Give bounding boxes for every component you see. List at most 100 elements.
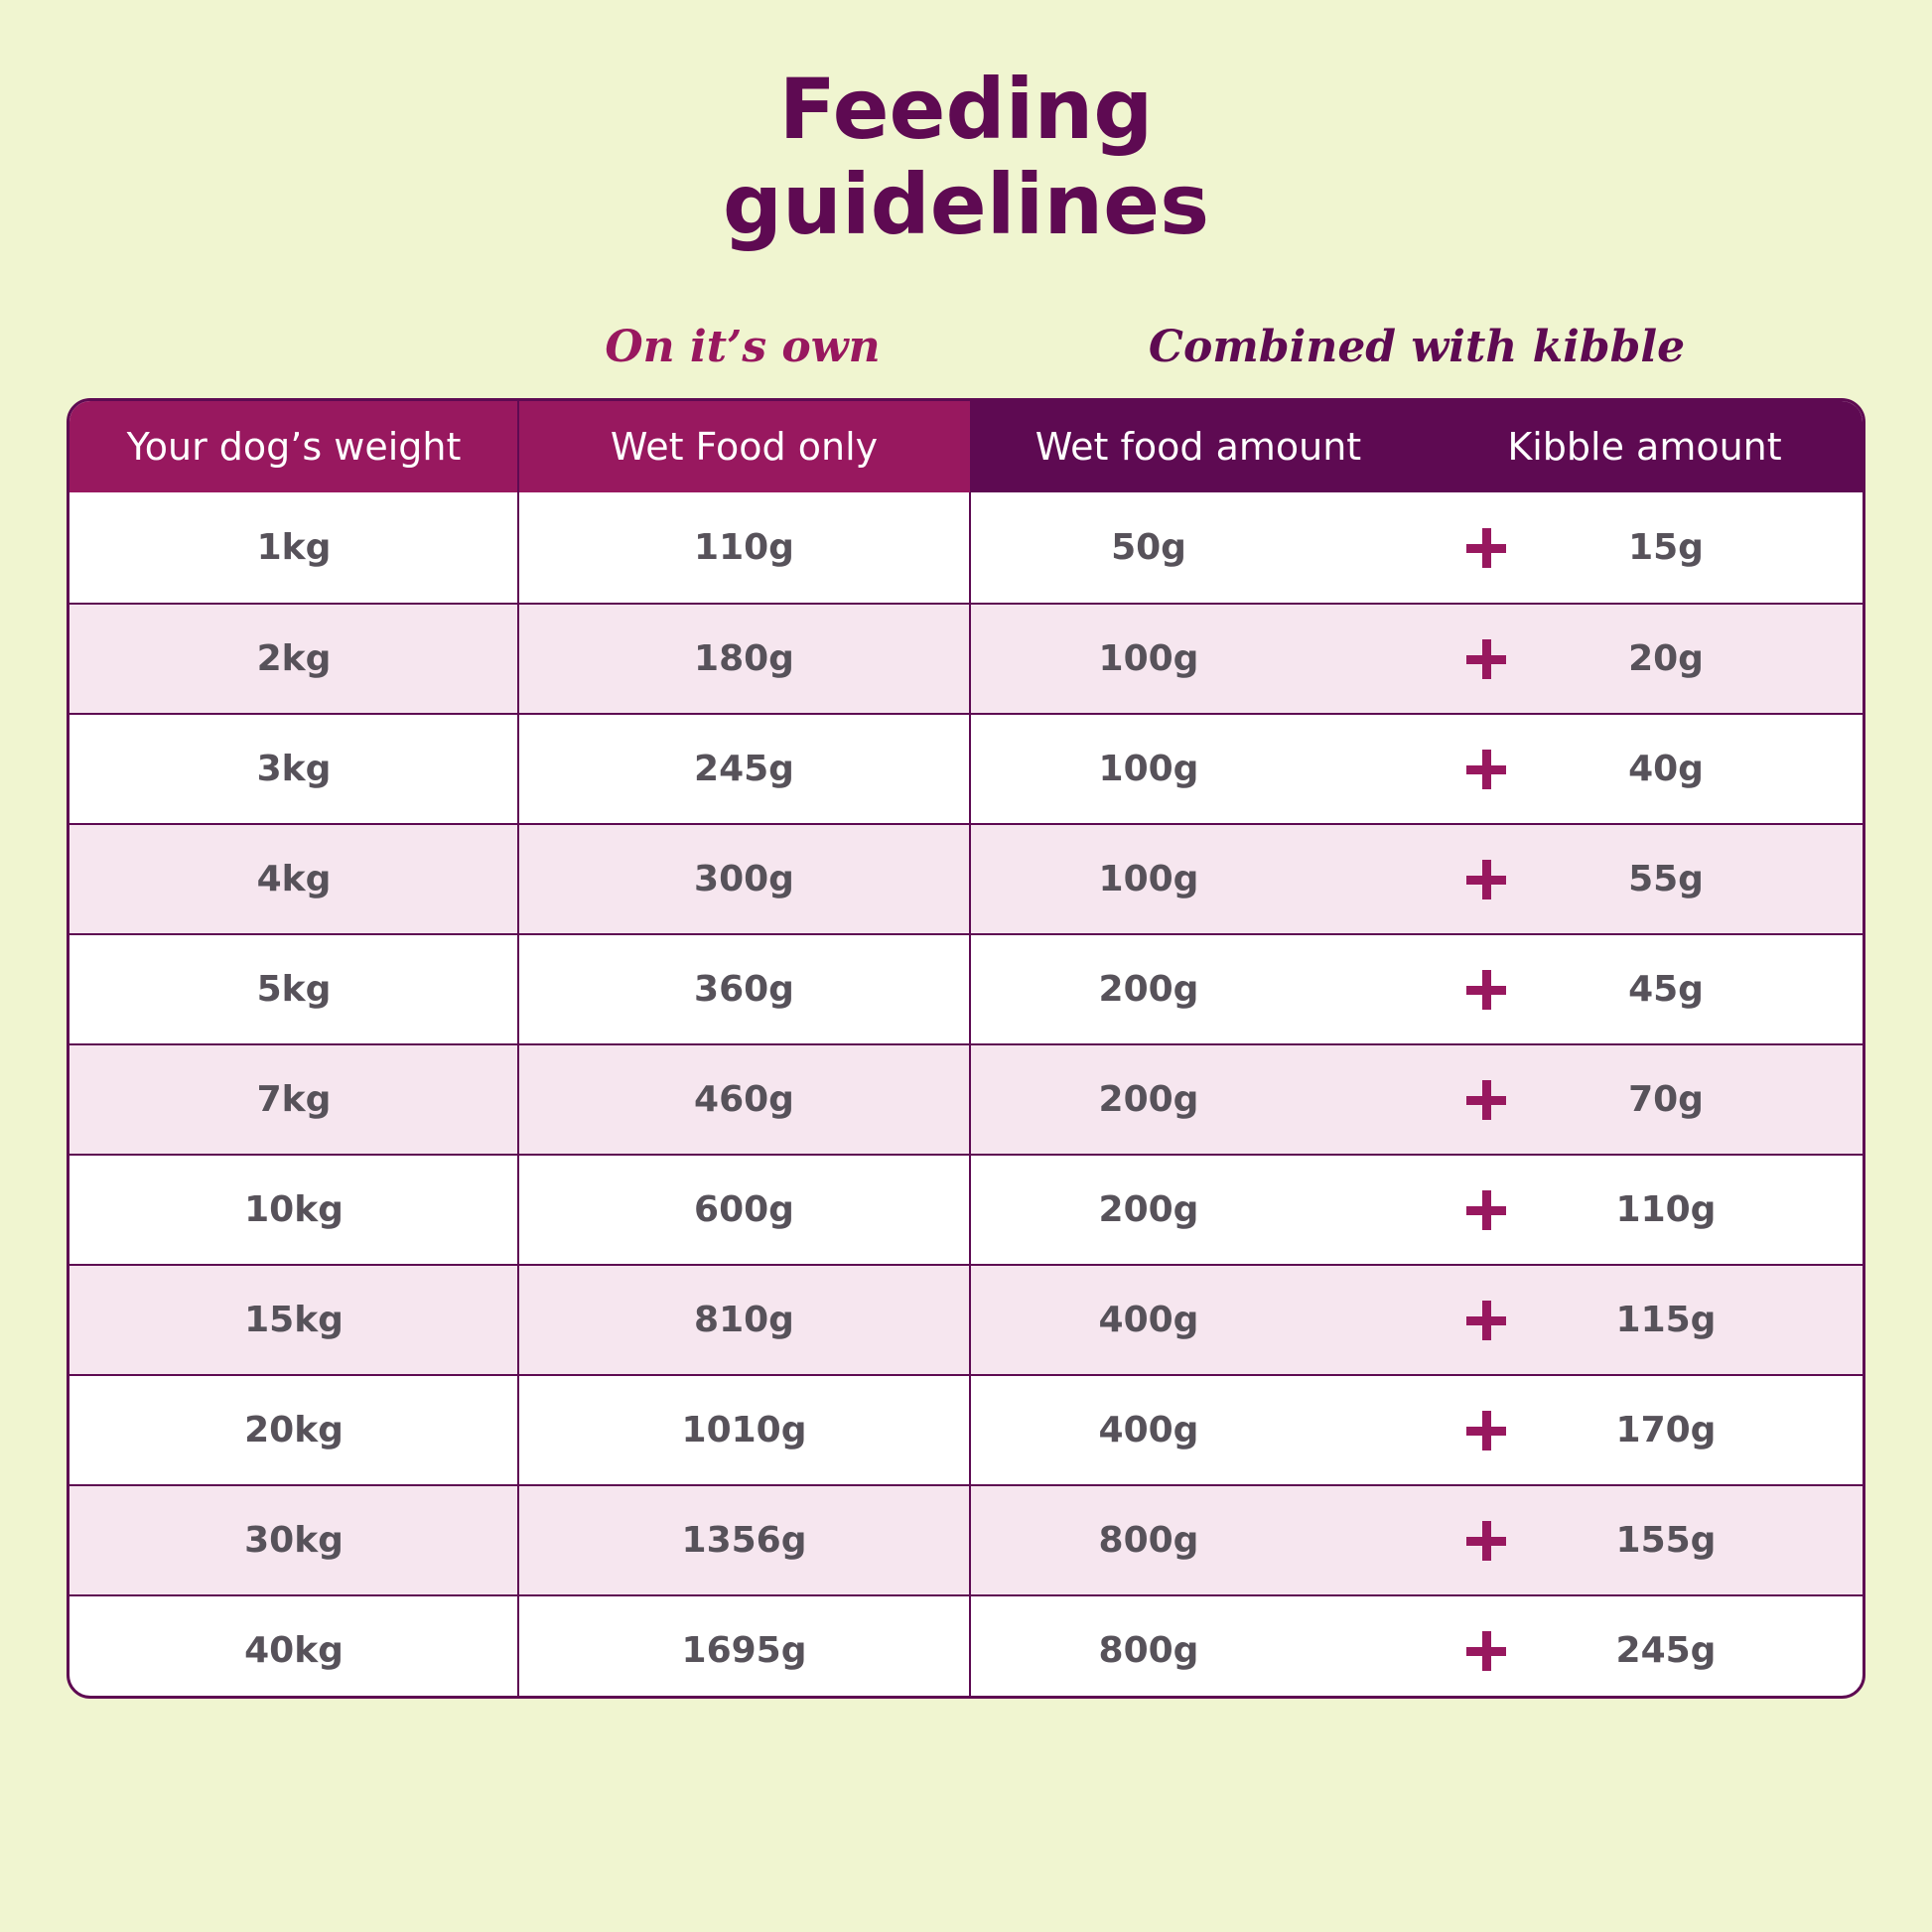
plus-icon [1466, 1300, 1506, 1340]
cell-wet-food-only: 1010g [681, 1410, 807, 1450]
table-row: 7kg 460g 200g 70g [69, 1043, 1863, 1154]
cell-wet-food-amount: 100g [1098, 859, 1199, 899]
cell-kibble-amount: 115g [1615, 1300, 1717, 1340]
plus-cell [1427, 492, 1546, 603]
plus-icon [1466, 638, 1506, 679]
header-kibble-amount: Kibble amount [1427, 401, 1863, 492]
page-title-line-1: Feeding [778, 61, 1154, 158]
column-divider [969, 492, 971, 603]
table-row: 15kg 810g 400g 115g [69, 1264, 1863, 1374]
header-wet-food-only: Wet Food only [518, 401, 970, 492]
cell-kibble-amount: 20g [1628, 638, 1704, 679]
cell-kibble-amount: 40g [1628, 749, 1704, 789]
plus-cell [1427, 715, 1546, 823]
column-divider [517, 825, 519, 933]
cell-kibble-amount: 45g [1628, 969, 1704, 1010]
column-divider [969, 1376, 971, 1484]
cell-wet-food-only: 300g [694, 859, 794, 899]
plus-icon [1466, 859, 1506, 899]
cell-kibble-amount: 15g [1628, 527, 1704, 568]
cell-wet-food-amount: 400g [1098, 1300, 1199, 1340]
header-dog-weight: Your dog’s weight [69, 401, 518, 492]
cell-wet-food-amount: 100g [1098, 638, 1199, 679]
column-divider [517, 935, 519, 1043]
table-row: 40kg 1695g 800g 245g [69, 1594, 1863, 1696]
column-divider [969, 1596, 971, 1696]
group-label-on-its-own: On it’s own [605, 322, 881, 372]
cell-wet-food-amount: 800g [1098, 1520, 1199, 1561]
cell-wet-food-only: 360g [694, 969, 794, 1010]
plus-icon [1466, 527, 1506, 568]
plus-cell [1427, 1596, 1546, 1696]
table-row: 3kg 245g 100g 40g [69, 713, 1863, 823]
column-divider [517, 1596, 519, 1696]
plus-icon [1466, 1630, 1506, 1671]
cell-wet-food-amount: 200g [1098, 1079, 1199, 1120]
cell-dog-weight: 10kg [244, 1189, 344, 1230]
cell-wet-food-amount: 50g [1111, 527, 1186, 568]
cell-wet-food-amount: 100g [1098, 749, 1199, 789]
cell-dog-weight: 3kg [256, 749, 332, 789]
plus-cell [1427, 1266, 1546, 1374]
cell-dog-weight: 5kg [256, 969, 332, 1010]
header-wet-food-amount: Wet food amount [970, 401, 1427, 492]
cell-wet-food-only: 1695g [681, 1630, 807, 1671]
cell-dog-weight: 2kg [256, 638, 332, 679]
cell-dog-weight: 15kg [244, 1300, 344, 1340]
cell-kibble-amount: 245g [1615, 1630, 1717, 1671]
cell-wet-food-amount: 400g [1098, 1410, 1199, 1450]
cell-dog-weight: 1kg [256, 527, 332, 568]
column-divider [969, 1266, 971, 1374]
table-row: 30kg 1356g 800g 155g [69, 1484, 1863, 1594]
column-divider [517, 715, 519, 823]
plus-cell [1427, 605, 1546, 713]
page-title-line-2: guidelines [722, 156, 1210, 253]
cell-wet-food-only: 245g [694, 749, 794, 789]
table-row: 5kg 360g 200g 45g [69, 933, 1863, 1043]
group-label-combined-with-kibble: Combined with kibble [1148, 322, 1686, 372]
plus-cell [1427, 1376, 1546, 1484]
cell-wet-food-only: 1356g [681, 1520, 807, 1561]
column-divider [517, 492, 519, 603]
column-divider [517, 605, 519, 713]
table-row: 2kg 180g 100g 20g [69, 603, 1863, 713]
column-divider [969, 1156, 971, 1264]
cell-wet-food-only: 180g [694, 638, 794, 679]
plus-icon [1466, 969, 1506, 1010]
table-row: 10kg 600g 200g 110g [69, 1154, 1863, 1264]
plus-cell [1427, 825, 1546, 933]
plus-cell [1427, 1156, 1546, 1264]
header-divider [517, 401, 519, 492]
plus-cell [1427, 935, 1546, 1043]
page-title: Feeding guidelines [0, 62, 1932, 252]
column-divider [969, 1486, 971, 1594]
feeding-table: Your dog’s weight Wet Food only Wet food… [67, 398, 1865, 1699]
cell-wet-food-only: 460g [694, 1079, 794, 1120]
column-divider [517, 1266, 519, 1374]
column-divider [517, 1045, 519, 1154]
table-row: 1kg 110g 50g 15g [69, 492, 1863, 603]
table-header: Your dog’s weight Wet Food only Wet food… [69, 401, 1863, 492]
table-row: 20kg 1010g 400g 170g [69, 1374, 1863, 1484]
cell-kibble-amount: 70g [1628, 1079, 1704, 1120]
cell-dog-weight: 20kg [244, 1410, 344, 1450]
column-divider [969, 935, 971, 1043]
cell-kibble-amount: 110g [1615, 1189, 1717, 1230]
cell-kibble-amount: 55g [1628, 859, 1704, 899]
column-divider [969, 1045, 971, 1154]
cell-kibble-amount: 170g [1615, 1410, 1717, 1450]
table-row: 4kg 300g 100g 55g [69, 823, 1863, 933]
column-divider [517, 1376, 519, 1484]
cell-wet-food-amount: 200g [1098, 969, 1199, 1010]
plus-cell [1427, 1486, 1546, 1594]
plus-icon [1466, 1079, 1506, 1120]
cell-wet-food-only: 810g [694, 1300, 794, 1340]
cell-kibble-amount: 155g [1615, 1520, 1717, 1561]
column-divider [517, 1156, 519, 1264]
column-divider [969, 605, 971, 713]
table-body: 1kg 110g 50g 15g 2kg 180g 100g 20g 3kg 245g 100g 40… [69, 492, 1863, 1696]
cell-wet-food-only: 110g [694, 527, 794, 568]
plus-icon [1466, 1189, 1506, 1230]
cell-dog-weight: 7kg [256, 1079, 332, 1120]
cell-dog-weight: 30kg [244, 1520, 344, 1561]
